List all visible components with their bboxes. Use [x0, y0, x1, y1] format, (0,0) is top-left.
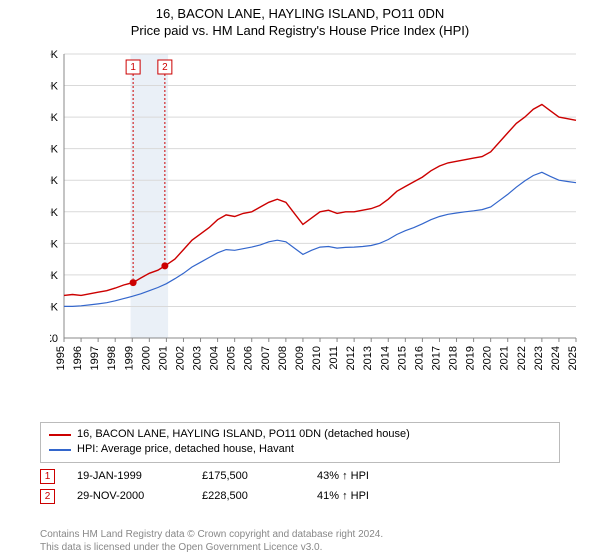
y-tick-label: £500K — [50, 175, 59, 187]
title-block: 16, BACON LANE, HAYLING ISLAND, PO11 0DN… — [0, 0, 600, 38]
x-tick-label: 2003 — [192, 346, 204, 370]
y-tick-label: £0 — [50, 333, 58, 345]
sale-marker-label: 1 — [130, 62, 136, 73]
x-tick-label: 2015 — [396, 346, 408, 370]
x-tick-label: 2010 — [311, 346, 323, 370]
x-tick-label: 2014 — [379, 346, 391, 370]
x-tick-label: 1997 — [89, 346, 101, 370]
sale-date: 19-JAN-1999 — [77, 470, 202, 482]
x-tick-label: 2024 — [550, 346, 562, 370]
sales-table: 1 19-JAN-1999 £175,500 43% ↑ HPI 2 29-NO… — [40, 466, 447, 506]
legend-row-property: 16, BACON LANE, HAYLING ISLAND, PO11 0DN… — [49, 427, 551, 442]
y-tick-label: £200K — [50, 270, 59, 282]
x-tick-label: 2017 — [430, 346, 442, 370]
legend-row-hpi: HPI: Average price, detached house, Hava… — [49, 442, 551, 457]
x-tick-label: 1999 — [123, 346, 135, 370]
sale-price: £228,500 — [202, 490, 317, 502]
x-tick-label: 2023 — [533, 346, 545, 370]
sale-marker-label: 2 — [162, 62, 168, 73]
legend-swatch-hpi — [49, 449, 71, 451]
sale-marker-dot — [161, 262, 168, 269]
sale-marker-dot — [130, 279, 137, 286]
x-tick-label: 1998 — [106, 346, 118, 370]
y-tick-label: £600K — [50, 144, 59, 156]
chart-area: £0 £100K £200K £300K £400K £500K £600K £700K £80… — [50, 50, 580, 380]
x-tick-label: 1995 — [55, 346, 67, 370]
x-tick-label: 2020 — [482, 346, 494, 370]
x-tick-label: 2013 — [362, 346, 374, 370]
sale-index-box: 2 — [40, 489, 55, 504]
chart-title: 16, BACON LANE, HAYLING ISLAND, PO11 0DN — [0, 6, 600, 21]
x-tick-label: 2002 — [174, 346, 186, 370]
x-tick-label: 2008 — [277, 346, 289, 370]
x-tick-label: 2018 — [448, 346, 460, 370]
x-tick-label: 2005 — [226, 346, 238, 370]
legend-label-hpi: HPI: Average price, detached house, Hava… — [77, 442, 294, 457]
x-tick-label: 1996 — [72, 346, 84, 370]
sale-price: £175,500 — [202, 470, 317, 482]
x-tick-label: 2021 — [499, 346, 511, 370]
y-tick-label: £900K — [50, 50, 59, 61]
chart-subtitle: Price paid vs. HM Land Registry's House … — [0, 23, 600, 38]
x-tick-label: 2011 — [328, 346, 340, 370]
legend: 16, BACON LANE, HAYLING ISLAND, PO11 0DN… — [40, 422, 560, 463]
footer: Contains HM Land Registry data © Crown c… — [40, 528, 383, 554]
x-tick-label: 2001 — [157, 346, 169, 370]
sale-date: 29-NOV-2000 — [77, 490, 202, 502]
x-tick-label: 2009 — [294, 346, 306, 370]
sale-delta: 43% ↑ HPI — [317, 470, 447, 482]
y-tick-label: £800K — [50, 81, 59, 93]
x-tick-label: 2007 — [260, 346, 272, 370]
x-tick-label: 2004 — [209, 346, 221, 370]
sale-delta: 41% ↑ HPI — [317, 490, 447, 502]
line-chart-svg: £0 £100K £200K £300K £400K £500K £600K £700K £80… — [50, 50, 580, 380]
sale-row-2: 2 29-NOV-2000 £228,500 41% ↑ HPI — [40, 486, 447, 506]
y-tick-label: £400K — [50, 207, 59, 219]
footer-line-1: Contains HM Land Registry data © Crown c… — [40, 528, 383, 541]
x-tick-label: 2012 — [345, 346, 357, 370]
x-tick-label: 2019 — [465, 346, 477, 370]
y-tick-label: £100K — [50, 301, 59, 313]
legend-swatch-property — [49, 434, 71, 436]
footer-line-2: This data is licensed under the Open Gov… — [40, 541, 383, 554]
x-tick-label: 2025 — [567, 346, 579, 370]
x-tick-label: 2022 — [516, 346, 528, 370]
x-tick-label: 2016 — [413, 346, 425, 370]
y-tick-label: £300K — [50, 238, 59, 250]
sale-row-1: 1 19-JAN-1999 £175,500 43% ↑ HPI — [40, 466, 447, 486]
legend-label-property: 16, BACON LANE, HAYLING ISLAND, PO11 0DN… — [77, 427, 410, 442]
x-tick-label: 2000 — [140, 346, 152, 370]
x-tick-label: 2006 — [243, 346, 255, 370]
sale-index-box: 1 — [40, 469, 55, 484]
y-tick-label: £700K — [50, 112, 59, 124]
